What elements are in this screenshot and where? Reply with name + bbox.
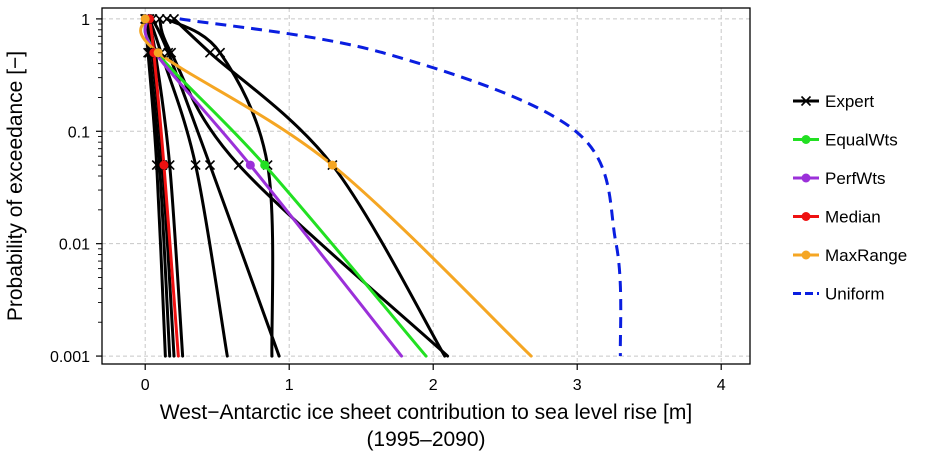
point-marker-expert xyxy=(215,47,226,58)
legend-item-uniform: Uniform xyxy=(793,285,885,304)
legend-item-expert: Expert xyxy=(793,92,874,111)
point-marker-maxrange xyxy=(327,160,337,170)
legend-marker xyxy=(801,135,811,144)
point-marker-expert xyxy=(163,47,174,58)
y-tick-label: 0.001 xyxy=(50,349,90,366)
axis-layer: 0 1 2 3 4 1 0.1 0.01 0.001 West−Antarctic ice she… xyxy=(4,12,726,451)
point-marker-maxrange xyxy=(153,48,163,58)
series-line-expert xyxy=(150,17,281,358)
legend-item-perfwts: PerfWts xyxy=(793,169,885,188)
x-tick-label: 4 xyxy=(717,377,726,394)
point-marker-expert xyxy=(168,13,180,24)
point-marker-expert xyxy=(166,47,177,58)
point-marker-equalwts xyxy=(260,160,270,170)
point-marker-expert xyxy=(204,47,216,58)
point-marker-median xyxy=(159,160,169,170)
legend-label: MaxRange xyxy=(825,246,907,265)
series-line-expert xyxy=(172,17,447,358)
point-marker-expert xyxy=(190,160,201,171)
series-line-median xyxy=(148,17,180,358)
point-marker-expert xyxy=(154,13,165,24)
x-tick-label: 2 xyxy=(429,377,438,394)
series-layer xyxy=(139,17,623,358)
y-axis-title: Probability of exceedance [−] xyxy=(4,51,27,321)
legend-marker xyxy=(801,250,811,260)
series-line-uniform xyxy=(179,17,623,357)
x-axis-subtitle: (1995–2090) xyxy=(366,428,485,451)
y-tick-label: 1 xyxy=(81,12,90,29)
point-marker-expert xyxy=(161,13,172,24)
legend: Expert EqualWts PerfWts Median MaxRange Unifo… xyxy=(793,92,907,304)
legend-label: Uniform xyxy=(825,285,885,304)
legend-item-maxrange: MaxRange xyxy=(793,246,907,265)
legend-label: Expert xyxy=(825,92,874,111)
x-tick-label: 3 xyxy=(573,377,582,394)
legend-marker xyxy=(800,95,812,107)
legend-item-equalwts: EqualWts xyxy=(793,131,898,150)
series-line-equalwts xyxy=(143,17,428,358)
y-tick-label: 0.1 xyxy=(68,124,90,141)
plot-frame xyxy=(101,7,751,365)
series-line-expert xyxy=(165,17,275,358)
point-marker-expert xyxy=(233,160,244,171)
legend-marker xyxy=(801,212,811,221)
point-marker-perfwts xyxy=(245,160,255,170)
legend-label: PerfWts xyxy=(825,169,885,188)
series-line-maxrange xyxy=(139,17,533,358)
marker-layer xyxy=(140,13,338,171)
series-line-perfwts xyxy=(143,17,404,358)
x-tick-label: 1 xyxy=(285,377,294,394)
series-line-expert xyxy=(158,17,450,358)
x-tick-label: 0 xyxy=(141,377,150,394)
point-marker-maxrange xyxy=(140,14,150,24)
series-line-expert xyxy=(148,17,229,358)
legend-label: Median xyxy=(825,208,881,227)
x-axis-title: West−Antarctic ice sheet contribution to… xyxy=(160,401,692,424)
legend-label: EqualWts xyxy=(825,131,898,150)
y-tick-label: 0.01 xyxy=(59,237,90,254)
point-marker-expert xyxy=(204,160,216,171)
legend-marker xyxy=(801,173,811,183)
legend-item-median: Median xyxy=(793,208,881,227)
